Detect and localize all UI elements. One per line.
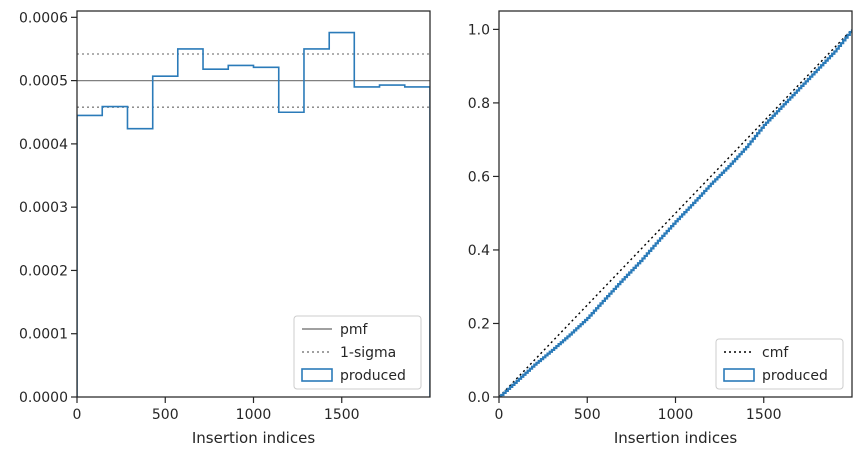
y-tick-label: 0.8 xyxy=(468,96,490,112)
y-tick-label: 0.6 xyxy=(468,169,490,185)
x-tick-label: 1500 xyxy=(746,407,782,423)
x-tick-label: 1500 xyxy=(324,407,360,423)
y-tick-label: 0.0001 xyxy=(19,327,68,343)
y-tick-label: 0.0006 xyxy=(19,10,68,26)
panel-2-plot-area xyxy=(499,28,852,397)
x-axis-label: Insertion indices xyxy=(192,429,315,447)
y-tick-label: 0.0003 xyxy=(19,200,68,216)
y-tick-label: 0.2 xyxy=(468,316,490,332)
legend-label-pmf: pmf xyxy=(340,322,369,338)
legend-handle-produced xyxy=(723,368,755,382)
x-tick-label: 500 xyxy=(574,407,601,423)
legend-label-1-sigma: 1-sigma xyxy=(340,345,396,361)
legend-label-produced: produced xyxy=(340,368,406,384)
panel-1-plot-area xyxy=(77,31,430,397)
legend-label-produced: produced xyxy=(762,368,828,384)
y-tick-label: 1.0 xyxy=(468,22,490,38)
x-tick-label: 0 xyxy=(495,407,504,423)
produced-cumulative-step xyxy=(499,29,852,397)
legend-box xyxy=(715,338,844,390)
y-tick-label: 0.0 xyxy=(468,390,490,406)
legend-handle-produced xyxy=(301,368,333,382)
y-tick-label: 0.4 xyxy=(468,243,490,259)
y-tick-label: 0.0005 xyxy=(19,74,68,90)
y-tick-label: 0.0000 xyxy=(19,390,68,406)
x-tick-label: 500 xyxy=(152,407,179,423)
x-axis-label: Insertion indices xyxy=(614,429,737,447)
legend-box xyxy=(293,315,422,390)
y-tick-label: 0.0002 xyxy=(19,263,68,279)
x-tick-label: 0 xyxy=(73,407,82,423)
produced-histogram-step xyxy=(77,31,430,397)
y-tick-label: 0.0004 xyxy=(19,137,68,153)
x-tick-label: 1000 xyxy=(658,407,694,423)
x-tick-label: 1000 xyxy=(236,407,272,423)
legend-label-cmf: cmf xyxy=(762,345,789,361)
